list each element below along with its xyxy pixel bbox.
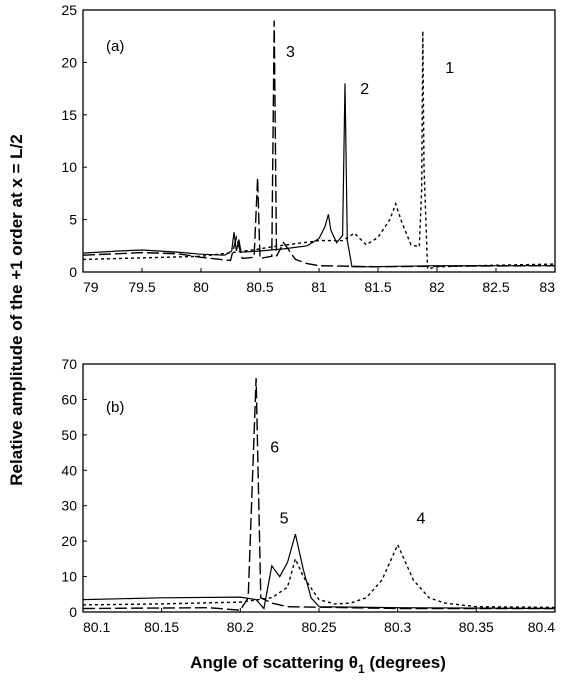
curve-label-4: 4 xyxy=(417,510,426,527)
x-tick-label: 81 xyxy=(311,279,327,295)
annotations-b: 6 5 4 xyxy=(270,440,425,528)
curve-label-3: 3 xyxy=(286,44,295,61)
series-group-b xyxy=(82,378,556,611)
x-tick-label: 80.4 xyxy=(528,619,555,635)
y-tick-label: 50 xyxy=(61,427,77,443)
x-tick-label: 79.5 xyxy=(128,279,155,295)
y-tick-label: 70 xyxy=(61,356,77,372)
x-tick-label: 80.3 xyxy=(384,619,411,635)
panel-label-a: (a) xyxy=(106,38,124,55)
x-tick-label: 80.5 xyxy=(246,279,273,295)
curve-label-2: 2 xyxy=(360,81,369,98)
y-tick-label: 0 xyxy=(69,604,77,620)
x-tick-label: 80.15 xyxy=(144,619,179,635)
series-line-5 xyxy=(82,533,556,610)
y-tick-label: 30 xyxy=(61,498,77,514)
x-tick-label: 80.25 xyxy=(301,619,336,635)
curve-label-6: 6 xyxy=(270,440,279,457)
y-tick-label: 60 xyxy=(61,391,77,407)
x-axis-title-main: Angle of scattering θ xyxy=(190,653,358,672)
x-axis-title: Angle of scattering θ1 (degrees) xyxy=(190,653,446,676)
series-line-2 xyxy=(82,83,555,268)
y-tick-label: 20 xyxy=(61,533,77,549)
x-tick-label: 80.35 xyxy=(459,619,494,635)
series-line-6 xyxy=(82,378,555,611)
y-axis-title: Relative amplitude of the +1 order at x … xyxy=(7,134,26,485)
chart-panel-b: (b) 80.1 80.15 80.2 80.25 80.3 80.35 80.4 0 10 20… xyxy=(61,356,556,635)
x-axis-title-unit: (degrees) xyxy=(365,653,446,672)
y-tick-label: 40 xyxy=(61,462,77,478)
y-tick-label: 20 xyxy=(61,54,77,70)
x-tick-label: 82.5 xyxy=(482,279,509,295)
series-group-a xyxy=(82,20,556,270)
y-tick-label: 0 xyxy=(69,264,77,280)
annotations-a: 3 2 1 xyxy=(286,44,454,98)
x-tick-label: 80.2 xyxy=(227,619,254,635)
x-axis-title-subscript: 1 xyxy=(358,662,365,676)
y-tick-label: 15 xyxy=(61,107,77,123)
chart-panel-a: (a) 79 79.5 80 80.5 81 81.5 82 82.5 83 0 5 10 15 20 25… xyxy=(61,2,556,295)
x-tick-label: 80.1 xyxy=(83,619,110,635)
x-tick-label: 83 xyxy=(539,279,555,295)
y-tick-label: 10 xyxy=(61,569,77,585)
x-tick-label: 80 xyxy=(193,279,209,295)
x-tick-label: 82 xyxy=(429,279,445,295)
y-tick-label: 10 xyxy=(61,159,77,175)
series-line-3 xyxy=(82,20,556,268)
panel-label-b: (b) xyxy=(106,399,124,416)
y-tick-label: 5 xyxy=(69,212,77,228)
x-tick-label: 81.5 xyxy=(364,279,391,295)
plot-frame-a xyxy=(82,9,556,273)
series-line-4 xyxy=(82,542,556,609)
series-line-1 xyxy=(82,30,556,270)
y-tick-label: 25 xyxy=(61,2,77,18)
axis-ticks-a: 79 79.5 80 80.5 81 81.5 82 82.5 83 0 5 10 15 20 25 xyxy=(61,2,556,295)
curve-label-1: 1 xyxy=(445,60,454,77)
x-tick-label: 79 xyxy=(83,279,99,295)
axis-ticks-b: 80.1 80.15 80.2 80.25 80.3 80.35 80.4 0 10 20 30 40… xyxy=(61,356,556,635)
curve-label-5: 5 xyxy=(280,510,289,527)
plot-frame-b xyxy=(82,363,556,613)
